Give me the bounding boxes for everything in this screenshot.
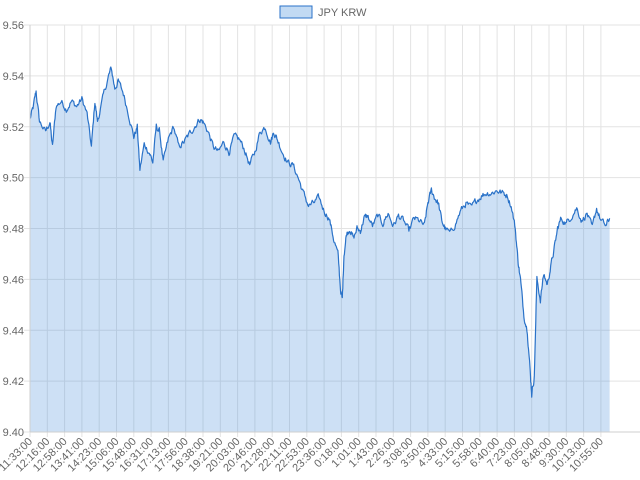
series-area-fill <box>30 67 610 432</box>
legend-swatch[interactable] <box>279 5 313 19</box>
y-tick-label: 9.44 <box>3 325 24 337</box>
y-tick-label: 9.54 <box>3 71 24 83</box>
y-tick-label: 9.40 <box>3 427 24 439</box>
y-tick-label: 9.46 <box>3 274 24 286</box>
grid <box>24 24 640 437</box>
y-tick-label: 9.42 <box>3 376 24 388</box>
legend-label[interactable]: JPY KRW <box>318 7 367 19</box>
legend[interactable]: JPY KRW <box>279 5 367 19</box>
y-tick-label: 9.50 <box>3 173 24 185</box>
series-line <box>29 66 611 398</box>
y-tick-label: 9.52 <box>3 122 24 134</box>
y-tick-label: 9.56 <box>3 20 24 32</box>
plot-area <box>29 66 611 432</box>
y-tick-label: 9.48 <box>3 224 24 236</box>
